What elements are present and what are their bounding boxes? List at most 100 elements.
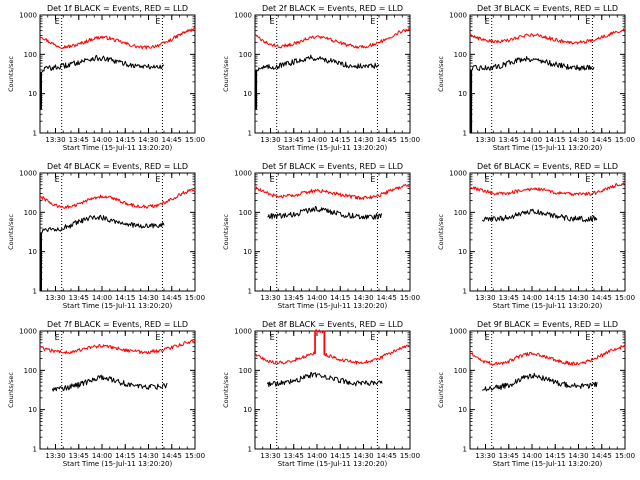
y-tick-label: 100 — [239, 209, 252, 217]
y-tick-label: 100 — [24, 209, 37, 217]
y-tick-label: 1 — [33, 446, 37, 454]
series-line-events — [481, 208, 598, 223]
eclipse-marker-label: E — [585, 175, 590, 184]
series-line-events — [482, 372, 598, 392]
chart-panel-2: Det 2f BLACK = Events, RED = LLD 1 10 100 10… — [222, 4, 420, 152]
eclipse-marker-label: E — [55, 333, 60, 342]
eclipse-marker-label: E — [485, 17, 490, 26]
y-tick-label: 1 — [248, 288, 252, 296]
eclipse-marker-label: E — [55, 17, 60, 26]
x-tick-label: 14:15 — [545, 294, 565, 302]
chart-panel-7: Det 7f BLACK = Events, RED = LLD 1 10 100 10… — [7, 320, 205, 468]
x-tick-label: 13:45 — [499, 294, 519, 302]
x-tick-label: 14:30 — [568, 294, 588, 302]
x-tick-label: 14:45 — [162, 452, 182, 460]
eclipse-marker-label: E — [585, 333, 590, 342]
eclipse-marker-label: E — [370, 333, 375, 342]
x-tick-label: 13:45 — [499, 452, 519, 460]
x-tick-label: 13:30 — [45, 452, 65, 460]
x-tick-label: 13:45 — [69, 136, 89, 144]
y-tick-label: 10 — [458, 248, 467, 256]
y-axis-label: Counts/sec — [437, 56, 445, 92]
y-tick-label: 1000 — [449, 170, 467, 178]
x-axis-label: Start Time (15-Jul-11 13:20:20) — [63, 460, 173, 468]
x-tick-label: 15:00 — [615, 452, 635, 460]
x-tick-label: 14:15 — [330, 294, 350, 302]
eclipse-marker-label: E — [270, 333, 275, 342]
y-tick-label: 10 — [243, 248, 252, 256]
chart-title: Det 3f BLACK = Events, RED = LLD — [477, 4, 618, 13]
y-axis-label: Counts/sec — [437, 214, 445, 250]
x-tick-label: 13:30 — [260, 452, 280, 460]
y-tick-label: 100 — [239, 367, 252, 375]
chart-panel-6: Det 6f BLACK = Events, RED = LLD 1 10 100 10… — [437, 162, 635, 310]
series-line-events — [266, 372, 383, 388]
series-line-lld — [39, 188, 196, 209]
x-tick-label: 14:30 — [353, 452, 373, 460]
y-tick-label: 1000 — [19, 170, 37, 178]
x-tick-label: 14:15 — [115, 452, 135, 460]
x-tick-label: 15:00 — [185, 294, 205, 302]
series-line-events — [470, 56, 595, 134]
chart-panel-3: Det 3f BLACK = Events, RED = LLD 1 10 100 10… — [437, 4, 635, 152]
series-line-lld — [469, 182, 626, 197]
x-tick-label: 13:30 — [45, 294, 65, 302]
series-line-events — [255, 54, 380, 110]
y-axis-label: Counts/sec — [7, 372, 15, 408]
x-tick-label: 13:30 — [260, 136, 280, 144]
x-tick-label: 15:00 — [185, 452, 205, 460]
y-axis-label: Counts/sec — [222, 56, 230, 92]
y-tick-label: 10 — [28, 406, 37, 414]
x-tick-label: 13:45 — [69, 452, 89, 460]
x-tick-label: 13:30 — [475, 136, 495, 144]
chart-title: Det 4f BLACK = Events, RED = LLD — [47, 162, 188, 171]
y-tick-label: 10 — [28, 90, 37, 98]
x-tick-label: 14:00 — [92, 452, 112, 460]
chart-title: Det 2f BLACK = Events, RED = LLD — [262, 4, 403, 13]
series-line-lld — [255, 329, 411, 365]
y-tick-label: 100 — [24, 367, 37, 375]
x-tick-label: 14:15 — [330, 452, 350, 460]
x-tick-label: 14:45 — [162, 136, 182, 144]
y-tick-label: 1000 — [19, 328, 37, 336]
x-tick-label: 13:30 — [475, 452, 495, 460]
x-tick-label: 14:15 — [115, 136, 135, 144]
y-axis-label: Counts/sec — [7, 214, 15, 250]
x-tick-label: 14:45 — [377, 452, 397, 460]
y-tick-label: 100 — [24, 51, 37, 59]
x-tick-label: 14:00 — [92, 136, 112, 144]
x-tick-label: 14:00 — [522, 452, 542, 460]
x-tick-label: 13:45 — [284, 452, 304, 460]
series-line-events — [40, 214, 165, 292]
x-tick-label: 14:45 — [162, 294, 182, 302]
eclipse-marker-label: E — [155, 17, 160, 26]
x-tick-label: 13:30 — [475, 294, 495, 302]
y-tick-label: 1 — [463, 288, 467, 296]
chart-title: Det 6f BLACK = Events, RED = LLD — [477, 162, 618, 171]
x-tick-label: 15:00 — [400, 136, 420, 144]
y-tick-label: 1 — [248, 130, 252, 138]
y-axis-label: Counts/sec — [7, 56, 15, 92]
x-tick-label: 15:00 — [400, 452, 420, 460]
y-tick-label: 1 — [463, 130, 467, 138]
y-tick-label: 100 — [454, 367, 467, 375]
x-tick-label: 13:45 — [284, 136, 304, 144]
y-tick-label: 10 — [458, 90, 467, 98]
chart-panel-5: Det 5f BLACK = Events, RED = LLD 1 10 100 10… — [222, 162, 420, 310]
x-tick-label: 14:30 — [138, 294, 158, 302]
chart-panel-1: Det 1f BLACK = Events, RED = LLD 1 10 100 10… — [7, 4, 205, 152]
y-tick-label: 1000 — [234, 12, 252, 20]
y-tick-label: 1000 — [234, 170, 252, 178]
y-tick-label: 1000 — [449, 12, 467, 20]
x-tick-label: 13:45 — [499, 136, 519, 144]
y-tick-label: 10 — [458, 406, 467, 414]
eclipse-marker-label: E — [155, 175, 160, 184]
series-line-events — [40, 55, 164, 110]
series-line-lld — [39, 339, 196, 355]
y-tick-label: 100 — [454, 51, 467, 59]
x-tick-label: 14:30 — [138, 136, 158, 144]
chart-title: Det 8f BLACK = Events, RED = LLD — [262, 320, 403, 329]
y-tick-label: 1 — [248, 446, 252, 454]
x-tick-label: 14:15 — [115, 294, 135, 302]
